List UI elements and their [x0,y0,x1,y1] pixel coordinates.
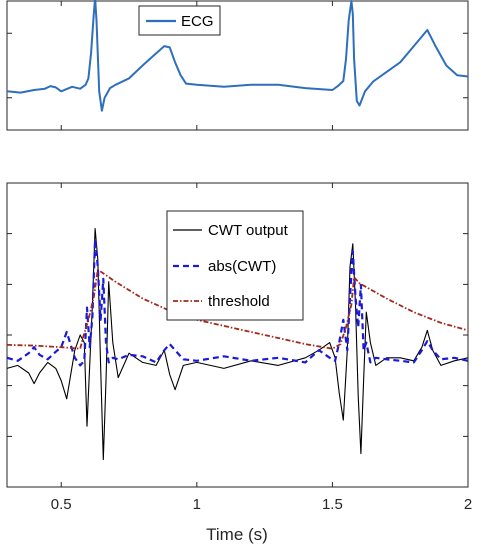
cwt-y-ticks [7,233,468,437]
cwt-x-ticks: 0.5 1 1.5 2 [51,183,472,513]
x-tick-label-1: 1 [193,496,201,513]
legend-label-cwt-output: CWT output [208,222,289,239]
legend-label-abs-cwt: abs(CWT) [208,258,276,275]
ecg-x-ticks [60,1,469,130]
ecg-legend: ECG [138,5,221,36]
cwt-series-line-abs-cwt- [6,238,469,367]
ecg-plot-box [6,0,469,131]
cwt-series-lines [6,228,469,461]
x-tick-label-3: 2 [464,496,472,513]
cwt-series-line-cwt-output [6,228,469,461]
cwt-series-line-threshold [6,268,469,350]
cwt-legend: CWT output abs(CWT) threshold [166,210,304,321]
ecg-legend-label: ECG [181,13,214,30]
x-axis-label: Time (s) [206,525,268,544]
ecg-series-line-ecg [6,0,469,112]
cwt-axes: 0.5 1 1.5 2 CWT output abs(CWT) threshold T… [6,182,472,544]
ecg-series-lines [6,0,469,112]
legend-label-threshold: threshold [208,293,270,310]
ecg-y-ticks [7,32,468,99]
x-tick-label-0: 0.5 [51,496,72,513]
ecg-axes: ECG [6,0,469,131]
x-tick-label-2: 1.5 [322,496,343,513]
cwt-legend-box [166,210,304,321]
